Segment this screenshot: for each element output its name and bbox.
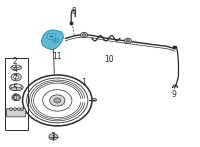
Text: 7: 7	[13, 74, 17, 83]
Ellipse shape	[12, 65, 20, 67]
Circle shape	[50, 95, 65, 106]
Ellipse shape	[9, 84, 23, 91]
Text: 8: 8	[72, 7, 77, 16]
Circle shape	[47, 33, 56, 40]
Ellipse shape	[11, 66, 22, 70]
Text: 3: 3	[51, 132, 56, 141]
Ellipse shape	[21, 108, 24, 111]
Circle shape	[14, 75, 19, 79]
Circle shape	[81, 32, 88, 37]
Text: 9: 9	[171, 90, 176, 99]
Ellipse shape	[11, 84, 22, 88]
Ellipse shape	[10, 108, 12, 111]
Circle shape	[93, 98, 97, 101]
Circle shape	[52, 38, 58, 43]
Text: 1: 1	[81, 78, 85, 87]
Circle shape	[124, 38, 131, 43]
Ellipse shape	[14, 108, 16, 111]
FancyBboxPatch shape	[7, 108, 26, 117]
Circle shape	[49, 35, 53, 38]
Circle shape	[54, 40, 57, 42]
Text: 11: 11	[53, 52, 62, 61]
Text: 4: 4	[13, 65, 17, 74]
Text: 10: 10	[104, 55, 114, 64]
Circle shape	[11, 73, 21, 81]
Ellipse shape	[10, 88, 22, 91]
Text: 6: 6	[13, 93, 17, 102]
Circle shape	[54, 98, 61, 103]
Text: 2: 2	[13, 57, 17, 66]
Circle shape	[82, 34, 86, 36]
Ellipse shape	[18, 108, 20, 111]
Circle shape	[126, 39, 130, 42]
Circle shape	[49, 134, 58, 140]
Text: 5: 5	[13, 83, 17, 93]
Polygon shape	[41, 30, 63, 50]
Circle shape	[12, 94, 21, 101]
